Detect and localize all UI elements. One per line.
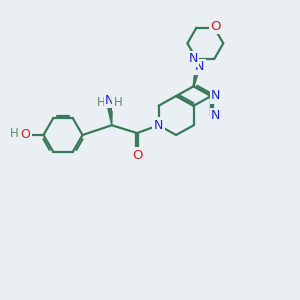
Text: N: N	[211, 109, 220, 122]
Text: N: N	[195, 60, 204, 73]
Text: H: H	[97, 96, 106, 109]
Text: N: N	[105, 94, 115, 107]
Text: N: N	[189, 52, 198, 65]
Text: H: H	[10, 127, 19, 140]
Text: H: H	[114, 96, 123, 109]
Text: O: O	[132, 148, 142, 162]
Text: N: N	[211, 89, 220, 103]
Text: O: O	[211, 20, 221, 33]
Text: O: O	[20, 128, 30, 142]
Polygon shape	[107, 106, 112, 125]
Text: N: N	[154, 119, 163, 132]
